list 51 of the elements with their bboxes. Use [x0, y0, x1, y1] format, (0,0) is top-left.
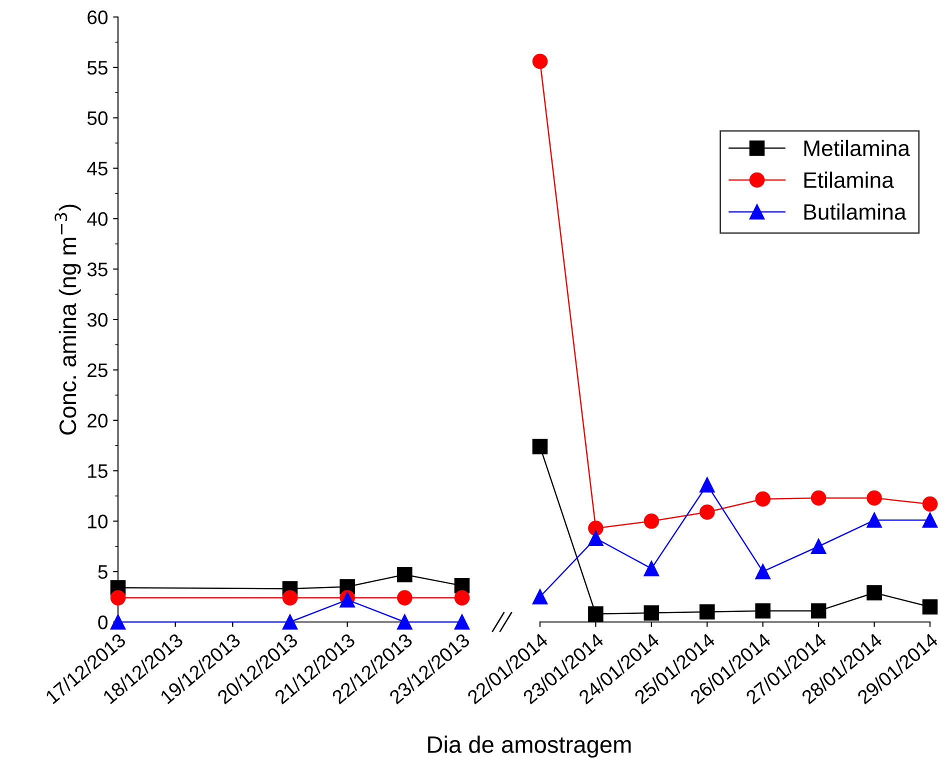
y-tick-label: 55: [87, 61, 108, 75]
point: [700, 504, 715, 520]
point: [397, 614, 412, 630]
y-tick-label: 45: [87, 162, 108, 176]
point: [922, 496, 938, 512]
point: [644, 514, 660, 529]
y-tick-label: 30: [87, 312, 108, 327]
y-tick-label: 5: [98, 565, 108, 579]
point: [532, 54, 548, 70]
y-tick-label: 0: [98, 615, 108, 630]
point: [644, 605, 660, 621]
point: [282, 590, 298, 606]
point: [866, 585, 882, 600]
point: [588, 530, 604, 546]
point: [454, 590, 470, 606]
point: [755, 491, 770, 507]
point: [532, 589, 548, 604]
point: [397, 566, 412, 582]
x-axis-title: Dia de amostragem: [428, 736, 631, 758]
point: [866, 490, 882, 506]
legend-label: Etilamina: [804, 172, 894, 188]
legend-label: Butilamina: [804, 204, 906, 220]
point: [588, 606, 604, 622]
y-tick-label: 25: [88, 363, 108, 378]
point: [922, 512, 938, 528]
point: [644, 560, 660, 576]
point: [110, 590, 126, 606]
point: [866, 512, 882, 528]
point: [397, 590, 412, 606]
point: [532, 438, 548, 454]
point: [700, 604, 715, 620]
point: [755, 564, 770, 580]
point: [282, 614, 298, 630]
y-tick-label: 50: [87, 111, 108, 126]
point: [810, 490, 826, 506]
point: [922, 599, 938, 615]
y-tick-label: 35: [87, 262, 108, 276]
y-tick-label: 10: [88, 514, 108, 528]
point: [454, 614, 470, 630]
y-tick-label: 20: [88, 414, 108, 428]
point: [810, 603, 826, 619]
point: [810, 538, 826, 554]
y-axis-title: Conc. amina (ng m$^{−3}$): [54, 204, 81, 435]
y-tick-label: 15: [88, 464, 108, 478]
y-tick-label: 40: [87, 212, 108, 226]
point: [755, 603, 770, 619]
point: [110, 614, 126, 630]
point: [700, 477, 715, 493]
point: [588, 520, 604, 536]
legend-label: Metilamina: [804, 140, 910, 156]
y-tick-label: 60: [88, 10, 108, 24]
